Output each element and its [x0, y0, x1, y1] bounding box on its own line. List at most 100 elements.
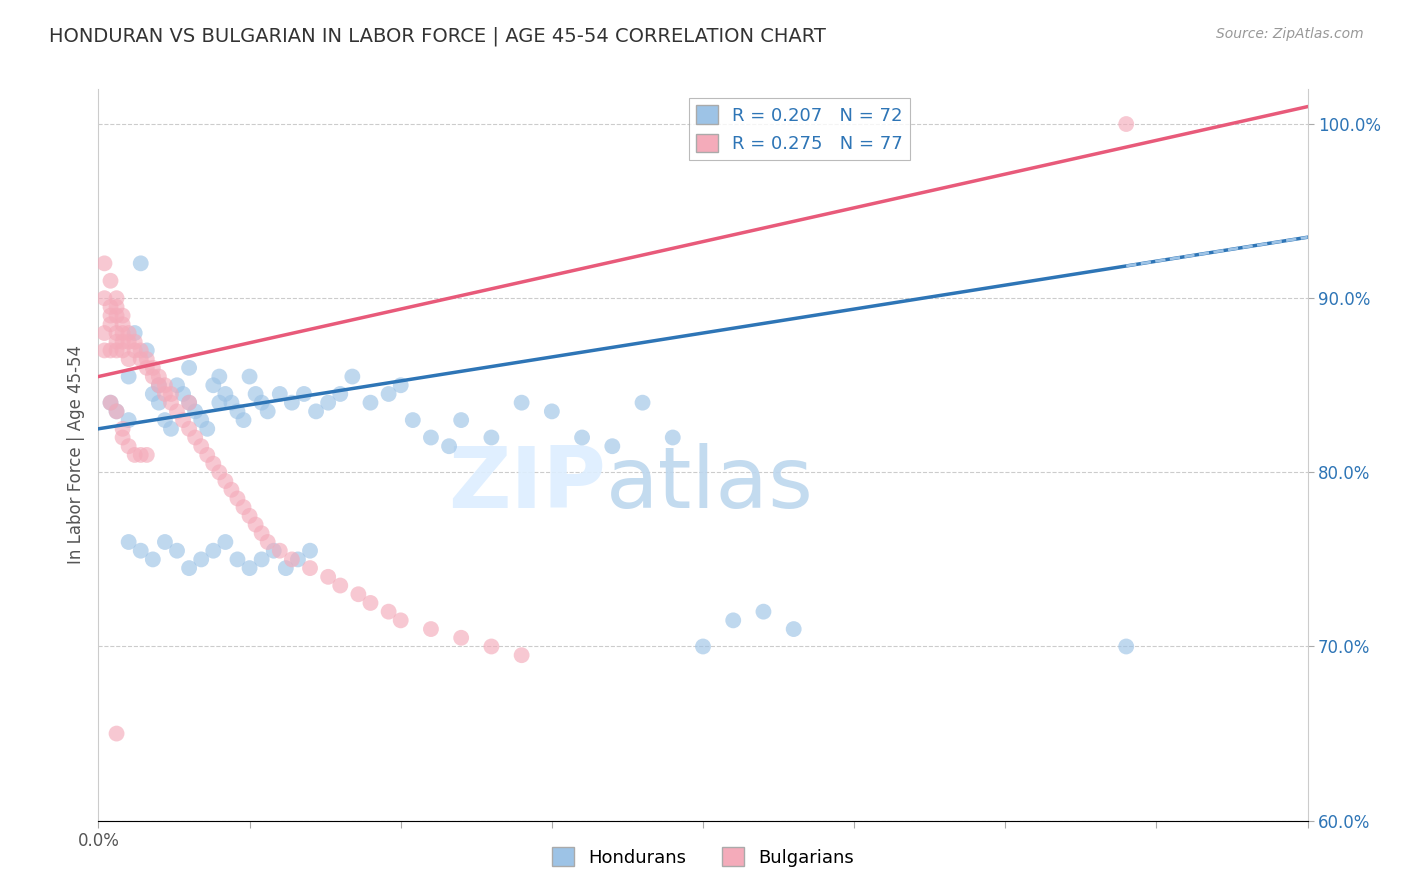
Legend: R = 0.207   N = 72, R = 0.275   N = 77: R = 0.207 N = 72, R = 0.275 N = 77	[689, 98, 911, 161]
Point	[100, 274, 122, 288]
Point	[221, 483, 243, 497]
Point	[263, 543, 285, 558]
Point	[118, 334, 141, 349]
Point	[214, 387, 236, 401]
Point	[166, 543, 188, 558]
Point	[118, 326, 141, 340]
Point	[105, 334, 128, 349]
Point	[148, 378, 170, 392]
Point	[360, 596, 382, 610]
Point	[389, 613, 412, 627]
Point	[153, 378, 176, 392]
Text: HONDURAN VS BULGARIAN IN LABOR FORCE | AGE 45-54 CORRELATION CHART: HONDURAN VS BULGARIAN IN LABOR FORCE | A…	[49, 27, 827, 46]
Point	[129, 448, 152, 462]
Point	[299, 543, 322, 558]
Point	[100, 309, 122, 323]
Point	[129, 543, 152, 558]
Point	[179, 422, 201, 436]
Point	[281, 552, 304, 566]
Point	[226, 404, 249, 418]
Point	[214, 535, 236, 549]
Point	[179, 561, 201, 575]
Point	[437, 439, 460, 453]
Point	[142, 369, 165, 384]
Point	[100, 395, 122, 409]
Point	[118, 352, 141, 367]
Point	[105, 404, 128, 418]
Point	[118, 439, 141, 453]
Point	[239, 561, 262, 575]
Point	[179, 360, 201, 375]
Point	[232, 413, 254, 427]
Text: atlas: atlas	[606, 442, 814, 525]
Point	[329, 578, 352, 592]
Point	[118, 369, 141, 384]
Point	[172, 387, 194, 401]
Point	[153, 535, 176, 549]
Point	[124, 326, 146, 340]
Point	[239, 369, 262, 384]
Point	[195, 422, 218, 436]
Point	[172, 413, 194, 427]
Point	[226, 491, 249, 506]
Point	[160, 422, 183, 436]
Point	[287, 552, 309, 566]
Point	[221, 395, 243, 409]
Point	[111, 422, 134, 436]
Point	[142, 360, 165, 375]
Point	[783, 622, 806, 636]
Point	[118, 535, 141, 549]
Point	[111, 326, 134, 340]
Point	[93, 291, 115, 305]
Point	[105, 300, 128, 314]
Point	[214, 474, 236, 488]
Point	[540, 404, 562, 418]
Point	[250, 552, 273, 566]
Point	[752, 605, 775, 619]
Point	[602, 439, 624, 453]
Point	[105, 309, 128, 323]
Point	[179, 395, 201, 409]
Point	[245, 387, 267, 401]
Point	[135, 352, 157, 367]
Point	[118, 413, 141, 427]
Point	[232, 500, 254, 515]
Point	[202, 378, 225, 392]
Point	[208, 466, 231, 480]
Point	[250, 395, 273, 409]
Point	[124, 334, 146, 349]
Point	[100, 343, 122, 358]
Point	[420, 430, 443, 444]
Point	[269, 543, 291, 558]
Point	[105, 343, 128, 358]
Point	[239, 508, 262, 523]
Point	[190, 439, 212, 453]
Point	[105, 291, 128, 305]
Point	[202, 543, 225, 558]
Legend: Hondurans, Bulgarians: Hondurans, Bulgarians	[544, 840, 862, 874]
Point	[160, 395, 183, 409]
Point	[269, 387, 291, 401]
Point	[148, 378, 170, 392]
Point	[316, 570, 339, 584]
Text: ZIP: ZIP	[449, 442, 606, 525]
Text: Source: ZipAtlas.com: Source: ZipAtlas.com	[1216, 27, 1364, 41]
Point	[111, 309, 134, 323]
Point	[129, 352, 152, 367]
Point	[226, 552, 249, 566]
Point	[179, 395, 201, 409]
Point	[160, 387, 183, 401]
Point	[481, 640, 503, 654]
Point	[105, 404, 128, 418]
Point	[148, 369, 170, 384]
Point	[377, 605, 399, 619]
Point	[105, 726, 128, 740]
Point	[142, 387, 165, 401]
Point	[184, 430, 207, 444]
Point	[142, 552, 165, 566]
Point	[129, 256, 152, 270]
Point	[347, 587, 370, 601]
Point	[329, 387, 352, 401]
Point	[510, 395, 533, 409]
Point	[93, 256, 115, 270]
